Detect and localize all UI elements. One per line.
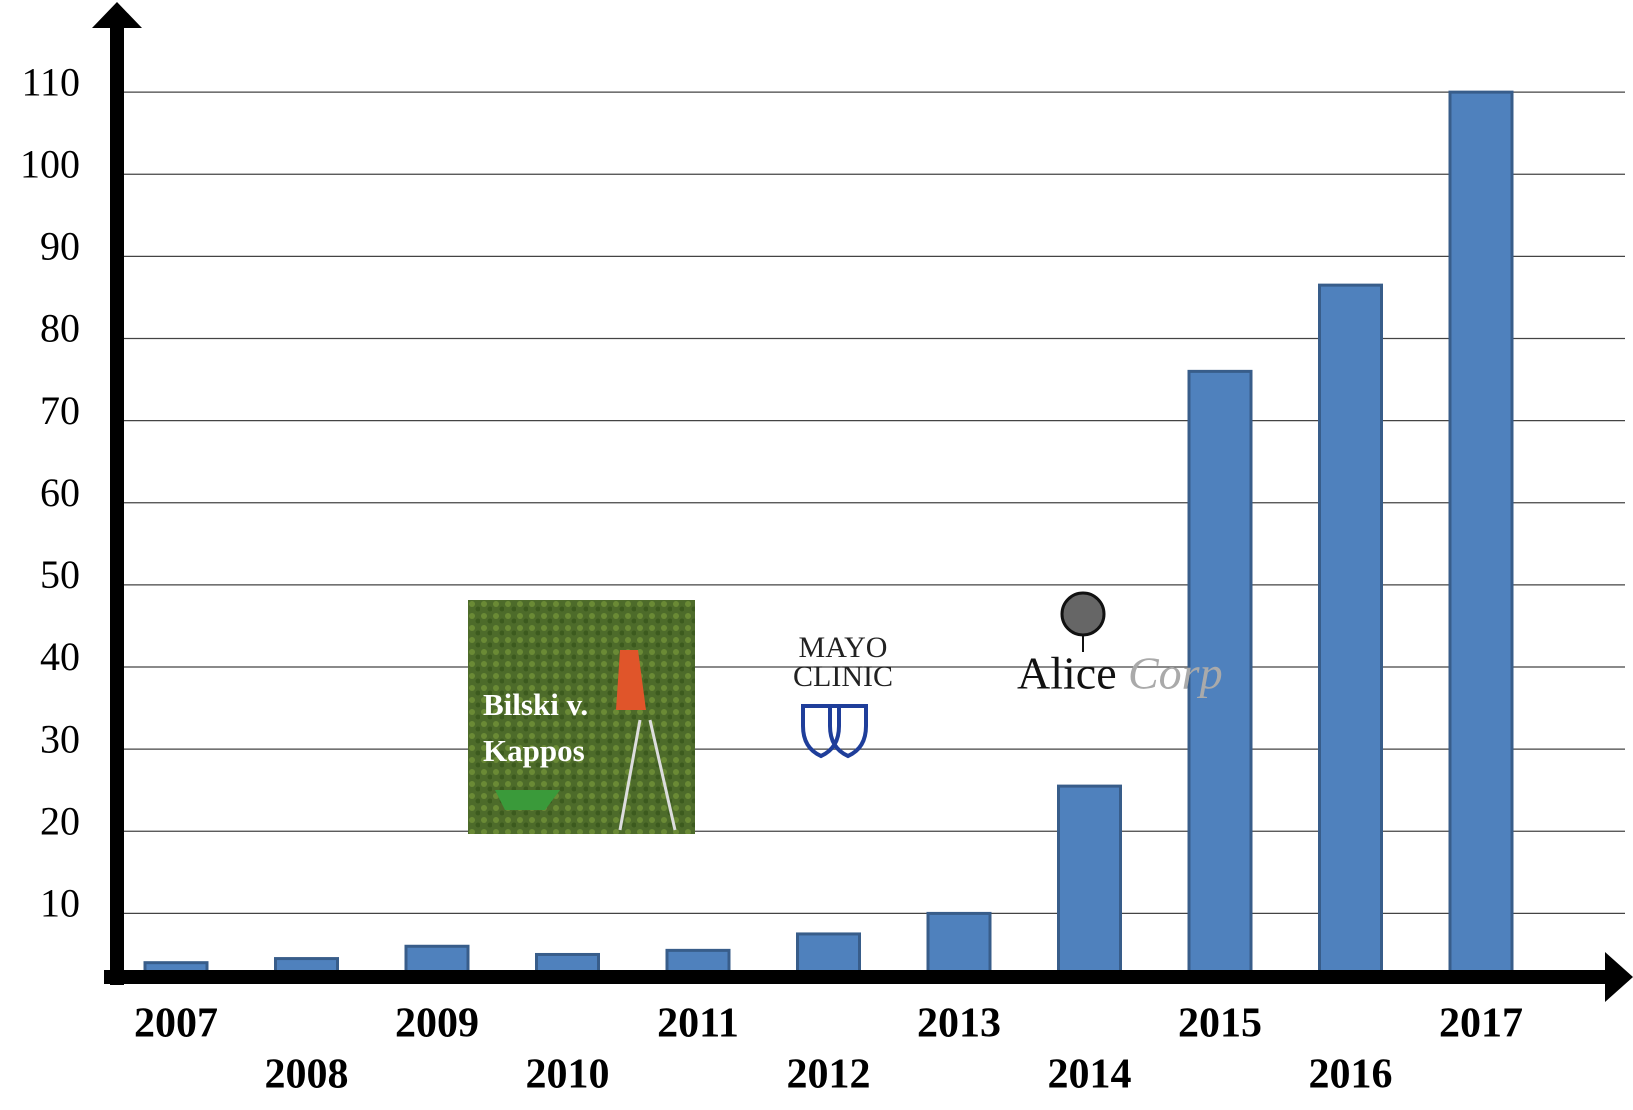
- y-tick-label: 80: [40, 306, 80, 351]
- bar: [796, 932, 861, 977]
- x-tick-label: 2014: [1048, 1052, 1132, 1098]
- annotation: CLINIC: [793, 660, 893, 693]
- annotation: Bilski v.: [483, 687, 588, 722]
- y-tick-label: 40: [40, 634, 80, 679]
- wheelbarrow: [495, 790, 560, 810]
- x-tick-label: 2013: [917, 1001, 1001, 1047]
- annotation: Corp: [1128, 648, 1223, 699]
- x-axis-arrow: [1605, 952, 1633, 1002]
- ladder: [618, 719, 642, 831]
- bilski-figure: [616, 650, 646, 710]
- y-tick-label: 30: [40, 716, 80, 761]
- bar: [1057, 784, 1122, 977]
- y-tick-label: 20: [40, 798, 80, 843]
- x-tick-label: 2010: [526, 1052, 610, 1098]
- mayo-shield: [801, 704, 868, 759]
- bar: [926, 911, 992, 977]
- annotation: Kappos: [483, 733, 585, 768]
- x-tick-label: 2017: [1439, 1001, 1523, 1047]
- y-axis-arrow: [92, 2, 142, 28]
- alice-balloon: [1060, 591, 1106, 637]
- y-tick-label: 50: [40, 552, 80, 597]
- y-tick-label: 90: [40, 224, 80, 269]
- ladder: [648, 719, 677, 831]
- x-tick-label: 2007: [134, 1001, 218, 1047]
- annotation: MAYO: [799, 631, 888, 664]
- y-tick-label: 60: [40, 470, 80, 515]
- y-tick-label: 10: [40, 881, 80, 926]
- x-tick-label: 2008: [265, 1052, 349, 1098]
- y-tick-label: 110: [21, 59, 80, 104]
- x-tick-label: 2015: [1178, 1001, 1262, 1047]
- y-tick-label: 70: [40, 388, 80, 433]
- bar: [1318, 283, 1383, 977]
- y-tick-label: 100: [20, 141, 80, 186]
- bar: [1448, 90, 1514, 977]
- x-tick-label: 2011: [657, 1001, 739, 1047]
- x-tick-label: 2016: [1309, 1052, 1393, 1098]
- bar: [1187, 369, 1253, 977]
- x-tick-label: 2012: [787, 1052, 871, 1098]
- annotation: Alice: [1017, 648, 1117, 699]
- x-tick-label: 2009: [395, 1001, 479, 1047]
